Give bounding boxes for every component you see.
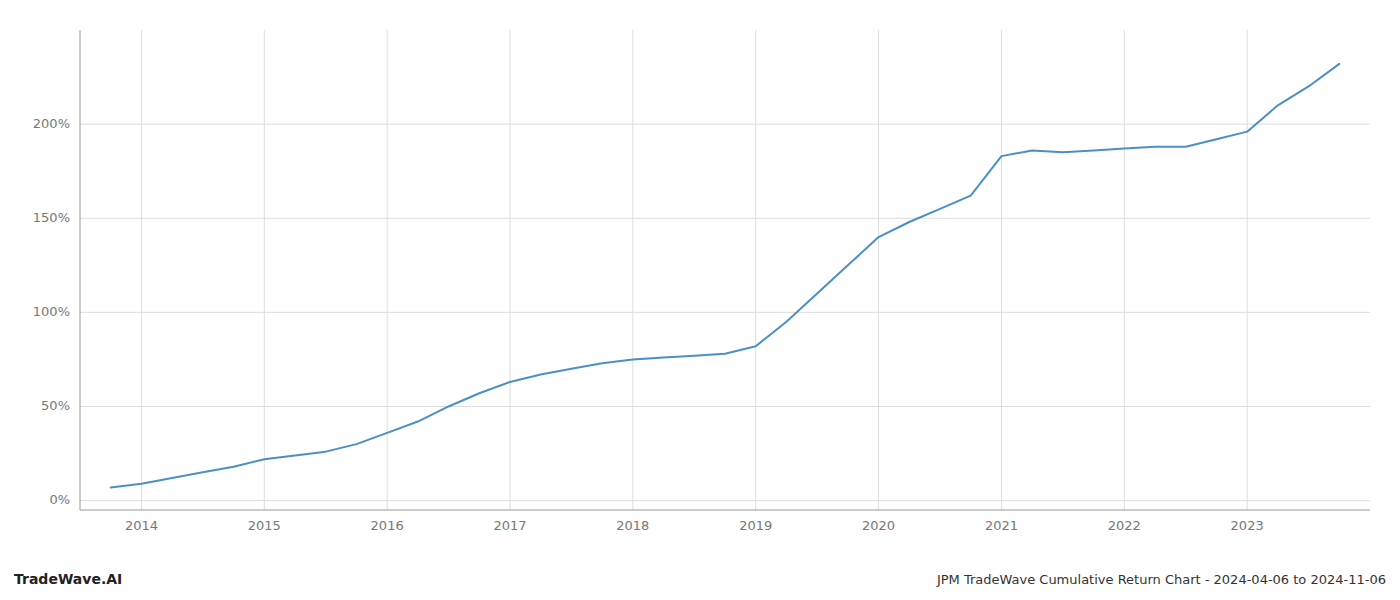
y-grid-line	[80, 500, 1370, 501]
x-grid-line	[510, 30, 511, 510]
y-tick-label: 0%	[49, 492, 70, 507]
x-grid-line	[387, 30, 388, 510]
y-axis-line	[80, 30, 81, 510]
x-axis-line	[80, 510, 1370, 511]
x-tick-label: 2021	[985, 518, 1018, 533]
x-grid-line	[264, 30, 265, 510]
y-tick-label: 100%	[33, 304, 70, 319]
x-tick-label: 2019	[739, 518, 772, 533]
title: TradeWave.AI	[14, 571, 122, 587]
y-grid-line	[80, 218, 1370, 219]
series-line	[111, 64, 1340, 488]
x-grid-line	[1247, 30, 1248, 510]
subtitle: JPM TradeWave Cumulative Return Chart - …	[936, 572, 1386, 587]
y-grid-line	[80, 312, 1370, 313]
x-grid-line	[1001, 30, 1002, 510]
chart: 0% 50% 100% 150% 200% 2014 2015 2016 2017 2018 201…	[0, 0, 1400, 600]
y-tick-label: 200%	[33, 116, 70, 131]
grid	[80, 30, 1370, 510]
x-tick-label: 2015	[248, 518, 281, 533]
y-grid-line	[80, 124, 1370, 125]
x-grid-line	[878, 30, 879, 510]
x-tick-label: 2017	[493, 518, 526, 533]
x-tick-label: 2018	[616, 518, 649, 533]
axes: 0% 50% 100% 150% 200% 2014 2015 2016 2017 2018 201…	[33, 30, 1370, 533]
x-grid-line	[1124, 30, 1125, 510]
y-tick-label: 50%	[41, 398, 70, 413]
x-grid-line	[632, 30, 633, 510]
x-tick-label: 2016	[371, 518, 404, 533]
y-grid-line	[80, 406, 1370, 407]
y-tick-label: 150%	[33, 210, 70, 225]
plot-area	[111, 64, 1340, 488]
x-tick-label: 2023	[1231, 518, 1264, 533]
x-tick-label: 2014	[125, 518, 158, 533]
x-tick-label: 2020	[862, 518, 895, 533]
x-grid-line	[141, 30, 142, 510]
x-grid-line	[755, 30, 756, 510]
x-tick-label: 2022	[1108, 518, 1141, 533]
